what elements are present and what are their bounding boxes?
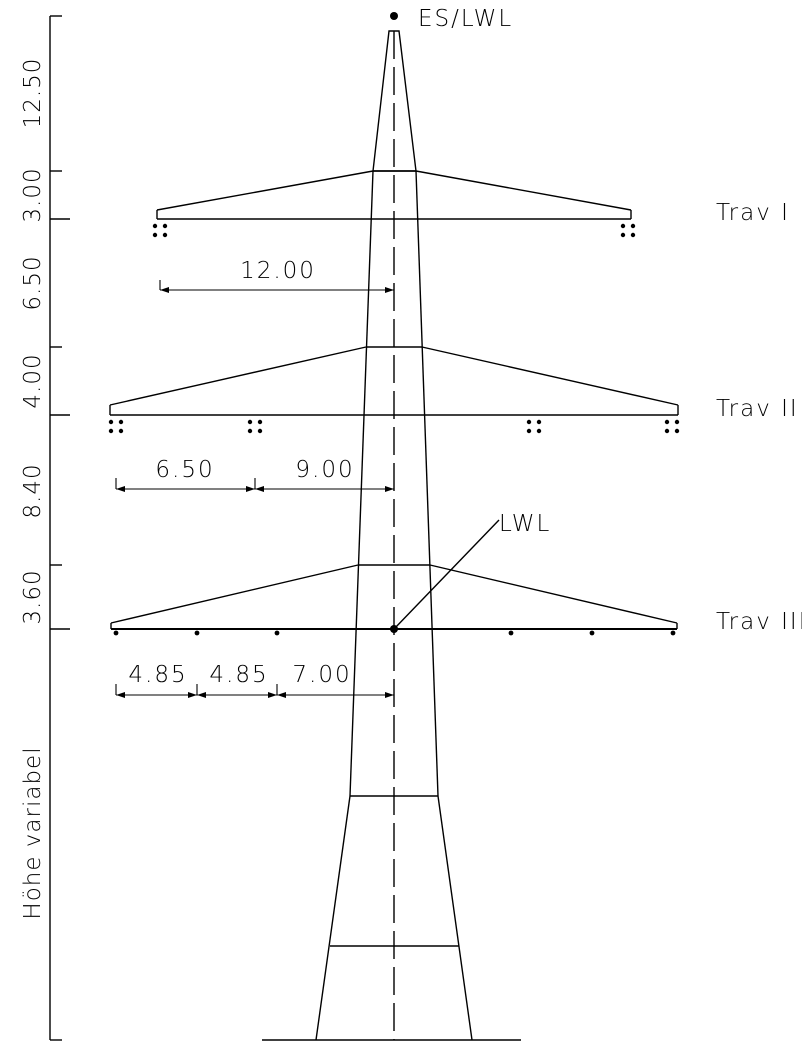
height-label-12-50: 12.50 (20, 58, 46, 129)
height-label-6-50: 6.50 (20, 255, 46, 310)
lwl-point (390, 625, 398, 633)
dim-arrow (246, 486, 255, 492)
tower-leg-left (349, 170, 374, 797)
dim-arrow (197, 692, 206, 698)
conductor-single (113, 630, 676, 636)
dim-label-4-85-b: 4.85 (209, 662, 268, 688)
earth-wire-top: ES/LWL (390, 6, 513, 32)
crossarm-3-upper-left (110, 564, 359, 624)
dim-arrow (385, 287, 394, 293)
crossarm-1-upper-right (415, 170, 632, 211)
tower-body (262, 30, 521, 1041)
crossarm-1: Trav I 12.00 (152, 170, 790, 293)
dim-label-7-00: 7.00 (292, 662, 351, 688)
lwl-leader-line (393, 519, 500, 630)
conductor-bundle (664, 419, 680, 434)
crossarm-2-label: Trav II (716, 396, 799, 422)
dim-arrow (385, 692, 394, 698)
height-label-3-00: 3.00 (20, 167, 46, 222)
height-label-3-60: 3.60 (20, 569, 46, 624)
conductor-bundle (247, 419, 263, 434)
dim-arrow (188, 692, 197, 698)
height-label-4-00: 4.00 (20, 353, 46, 408)
dim-arrow (268, 692, 277, 698)
tower-base-leg-right (437, 795, 473, 1041)
lwl-callout: LWL (393, 511, 551, 630)
dim-label-4-85-a: 4.85 (128, 662, 187, 688)
crossarm-1-upper-left (156, 170, 374, 211)
conductor-bundle (152, 223, 168, 238)
tower-base-leg-left (315, 795, 351, 1041)
crossarm-3: Trav III 4.85 4.85 7.00 (110, 564, 802, 698)
dim-arrow (160, 287, 169, 293)
crossarm-2-upper-right (421, 346, 679, 406)
conductor-bundle (620, 223, 636, 238)
crossarm-2-upper-left (109, 346, 367, 406)
conductor-bundle (526, 419, 542, 434)
height-scale: 12.50 3.00 6.50 4.00 8.40 3.60 Höhe vari… (20, 15, 70, 1041)
dimension-trav3: 4.85 4.85 7.00 (115, 662, 394, 698)
dim-arrow (277, 692, 286, 698)
conductor-bundle (108, 419, 124, 434)
earth-wire-label: ES/LWL (418, 6, 513, 32)
height-label-8-40: 8.40 (20, 463, 46, 518)
dim-arrow (385, 486, 394, 492)
dim-arrow (116, 692, 125, 698)
dim-label-12-00: 12.00 (240, 258, 316, 284)
earth-wire-point (390, 12, 398, 20)
dimension-trav1: 12.00 (159, 258, 394, 293)
crossarm-3-label: Trav III (716, 609, 802, 635)
dimension-trav2: 6.50 9.00 (115, 457, 394, 492)
dim-arrow (116, 486, 125, 492)
crossarm-2: Trav II 6.50 9.00 (108, 346, 799, 492)
lwl-label: LWL (499, 511, 551, 537)
crossarm-3-upper-right (429, 564, 678, 624)
dim-arrow (255, 486, 264, 492)
dim-label-9-00: 9.00 (295, 457, 354, 483)
height-label-variable: Höhe variabel (20, 746, 46, 919)
crossarm-1-label: Trav I (716, 200, 790, 226)
tower-leg-right (415, 170, 439, 797)
dim-label-6-50: 6.50 (155, 457, 214, 483)
